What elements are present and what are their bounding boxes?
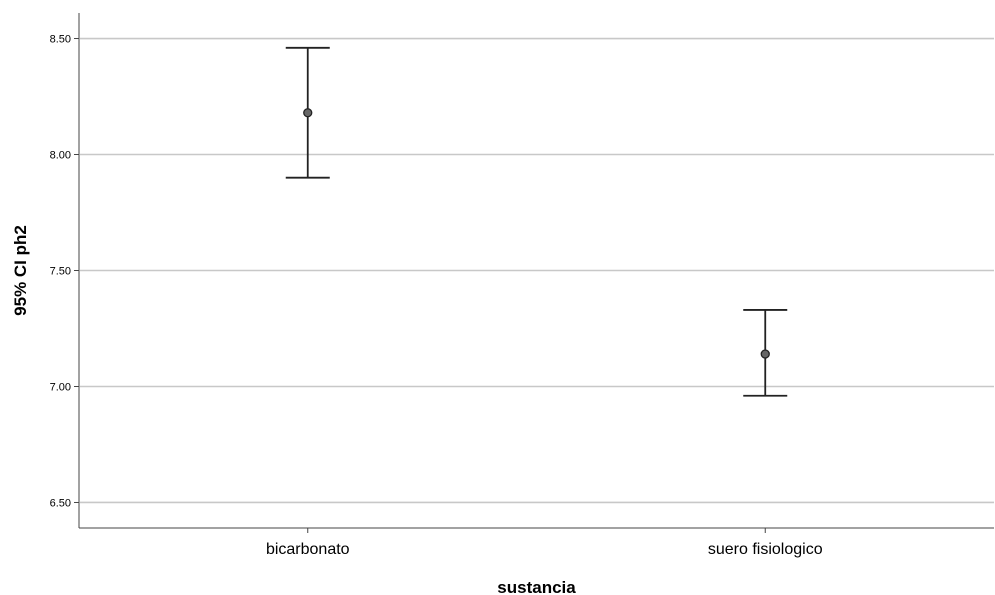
error-bars [285,46,788,397]
y-tick-label-2: 7.50 [50,266,71,278]
y-axis-title: 95% CI ph2 [11,225,30,316]
x-category-labels: bicarbonato suero fisiologico [266,528,823,558]
y-tick-label-1: 7.00 [50,381,71,393]
mean-point-0 [303,108,313,118]
y-tick-label-3: 8.00 [50,150,71,162]
x-category-label-1: suero fisiologico [708,541,823,558]
gridlines [80,37,994,504]
error-bar-1 [743,309,788,397]
y-tick-label-0: 6.50 [50,497,71,509]
y-tick-label-4: 8.50 [50,34,71,46]
error-bar-0 [285,46,330,179]
x-category-label-0: bicarbonato [266,541,350,558]
y-tick-labels: 6.50 7.00 7.50 8.00 8.50 [50,34,79,509]
x-axis-title: sustancia [497,578,576,595]
mean-point-1 [760,349,770,359]
